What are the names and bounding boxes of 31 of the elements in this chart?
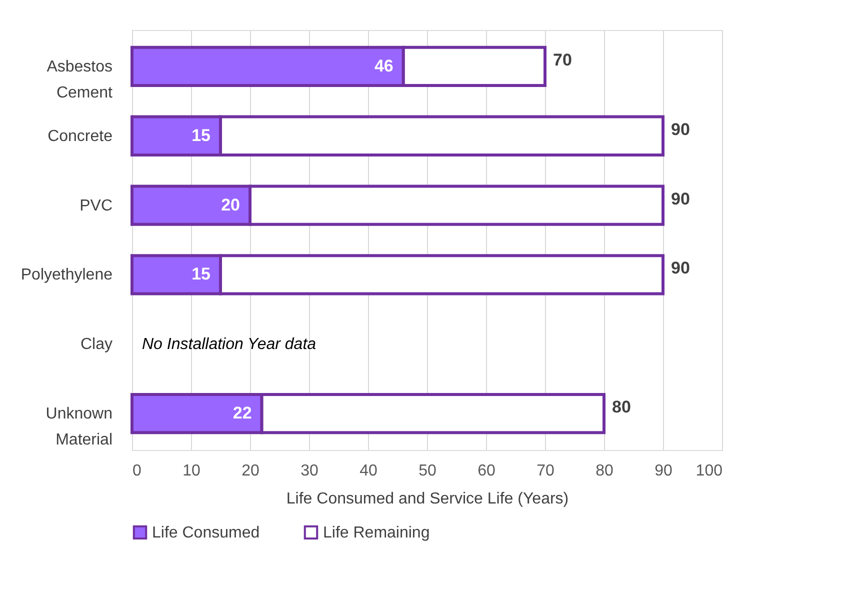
total-label: 80 <box>612 398 631 417</box>
legend-label: Life Remaining <box>323 524 430 542</box>
y-tick-label: Asbestos Cement <box>46 58 114 102</box>
data-label: 22 <box>232 404 252 423</box>
y-tick-label: Polyethylene <box>20 266 113 284</box>
x-axis-title: Life Consumed and Service Life (Years) <box>286 490 569 508</box>
x-tick-label: 90 <box>654 462 672 480</box>
total-label: 90 <box>671 258 690 278</box>
data-label: 46 <box>374 56 394 76</box>
x-tick-label: 50 <box>418 462 436 480</box>
x-tick-label: 30 <box>300 462 318 480</box>
legend-label: Life Consumed <box>152 524 260 542</box>
total-label: 70 <box>553 50 572 70</box>
total-label: 90 <box>671 120 690 139</box>
y-tick-label: Unknown Material <box>46 406 112 449</box>
x-tick-label: 40 <box>360 462 378 480</box>
data-label: 15 <box>192 126 210 145</box>
data-label: 20 <box>221 195 240 214</box>
total-label: 90 <box>671 189 690 208</box>
x-tick-label: 10 <box>182 462 200 480</box>
annotation: No Installation Year data <box>142 336 316 354</box>
x-tick-label: 0 <box>132 462 142 480</box>
y-tick-label: PVC <box>80 197 112 214</box>
x-tick-label: 80 <box>596 462 614 480</box>
y-tick-label: Concrete <box>48 128 113 145</box>
x-tick-label: 70 <box>536 462 554 480</box>
x-tick-label: 20 <box>242 462 260 480</box>
x-tick-label: 60 <box>478 462 496 480</box>
data-label: 15 <box>192 264 210 284</box>
y-tick-label: Clay <box>80 336 112 354</box>
x-tick-label: 100 <box>696 462 723 480</box>
